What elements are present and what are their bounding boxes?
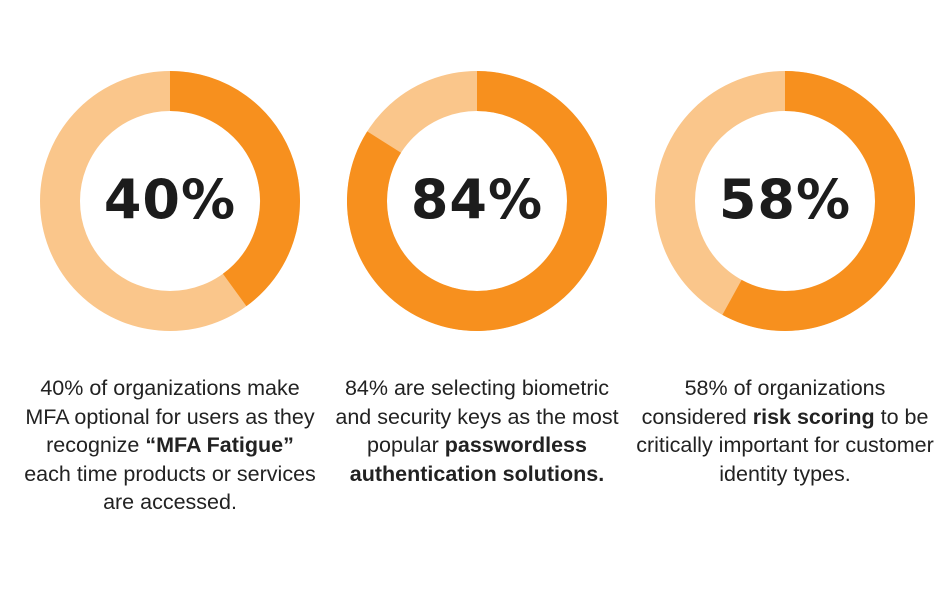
caption-0-part-0: 40% of organizations make MFA optional f… (25, 376, 315, 457)
donut-value-label-1: 84% (410, 168, 544, 231)
stat-panel-2: 58% 58% of organizations considered risk… (635, 0, 935, 598)
stat-caption-0: 40% of organizations make MFA optional f… (20, 374, 320, 517)
caption-0-part-2: each time products or services are acces… (24, 461, 316, 515)
donut-value-arc-2 (722, 71, 915, 331)
donut-value-arc-1 (347, 71, 607, 331)
donut-value-label-2: 58% (718, 168, 852, 231)
caption-1-part-0: 84% are selecting biometric and security… (335, 376, 619, 457)
stat-caption-2: 58% of organizations considered risk sco… (635, 374, 935, 488)
caption-2-part-0: 58% of organizations considered (641, 376, 886, 429)
donut-chart-1 (347, 71, 607, 331)
donut-value-label-0: 40% (103, 168, 237, 231)
caption-2-part-1: risk scoring (752, 404, 875, 429)
stat-panel-0: 40% 40% of organizations make MFA option… (20, 0, 320, 598)
caption-0-part-1: “MFA Fatigue” (145, 433, 294, 457)
stat-caption-1: 84% are selecting biometric and security… (327, 374, 627, 488)
caption-2-part-2: to be critically important for customer … (636, 404, 934, 486)
donut-value-arc-0 (169, 71, 300, 307)
caption-1-part-1: passwordless authentication solutions. (349, 433, 605, 486)
donut-chart-0 (40, 71, 300, 331)
donut-chart-2 (655, 71, 915, 331)
stat-panel-1: 84% 84% are selecting biometric and secu… (327, 0, 627, 598)
